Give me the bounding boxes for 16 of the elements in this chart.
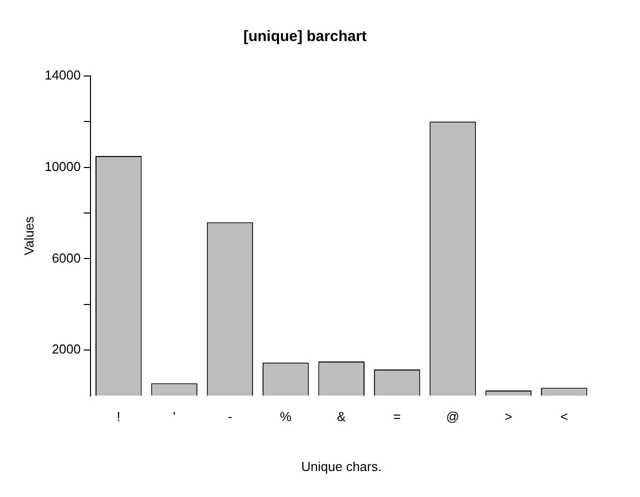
y-tick-label: 14000	[44, 68, 81, 83]
y-tick-label: 10000	[44, 158, 81, 174]
x-tick-label: <	[560, 409, 568, 424]
x-tick-label: &	[337, 409, 346, 424]
x-tick-label: %	[280, 409, 292, 424]
y-axis-title: Values	[21, 216, 36, 256]
x-tick-label: @	[446, 409, 460, 424]
x-tick-label: -	[228, 409, 232, 424]
x-axis-title: Unique chars.	[301, 458, 382, 474]
x-tick-label: !	[116, 409, 120, 424]
x-tick-label: '	[173, 409, 176, 424]
y-tick-label: 2000	[52, 342, 81, 357]
x-tick-label: >	[504, 409, 512, 424]
x-tick-label: =	[393, 409, 401, 424]
chart-title: [unique] barchart	[243, 28, 367, 46]
y-tick-label: 6000	[52, 250, 81, 266]
